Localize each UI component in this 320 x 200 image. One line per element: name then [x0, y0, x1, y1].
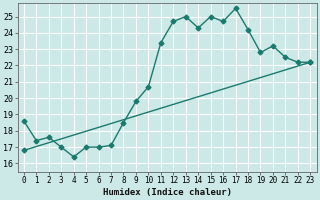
X-axis label: Humidex (Indice chaleur): Humidex (Indice chaleur) — [103, 188, 232, 197]
